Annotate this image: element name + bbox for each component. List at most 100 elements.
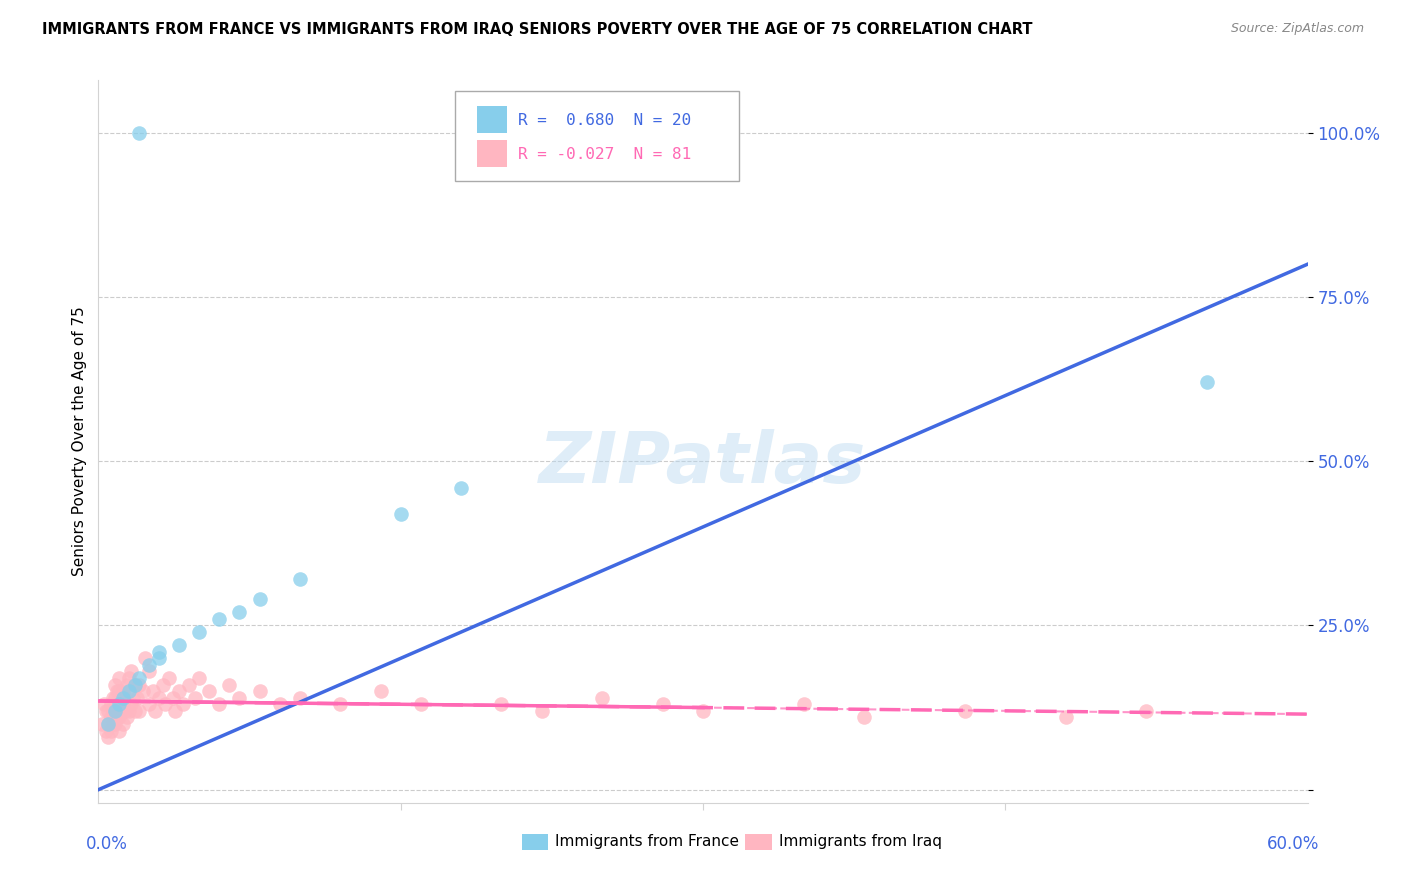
Bar [745,834,772,850]
Point [96,704,118,718]
Point [107,671,129,685]
Point [110,690,132,705]
Point [157,671,180,685]
Point [188,671,211,685]
Point [208,612,231,626]
Point [105,710,128,724]
Point [389,507,412,521]
Point [218,677,240,691]
Point [1054,710,1077,724]
Point [103,690,125,705]
Point [114,690,136,705]
Point [103,717,125,731]
Point [107,684,129,698]
Bar [522,834,548,850]
Point [208,698,231,712]
Text: Immigrants from France: Immigrants from France [555,834,740,849]
Text: ZIPatlas: ZIPatlas [540,429,866,498]
Point [138,665,160,679]
Point [118,704,141,718]
Point [110,704,132,718]
Y-axis label: Seniors Poverty Over the Age of 75: Seniors Poverty Over the Age of 75 [72,307,87,576]
Text: Source: ZipAtlas.com: Source: ZipAtlas.com [1230,22,1364,36]
Point [138,657,160,672]
Point [128,671,150,685]
Point [329,698,352,712]
Point [370,684,392,698]
Point [115,710,138,724]
Point [163,704,186,718]
Point [100,710,122,724]
Point [97,704,120,718]
Point [103,704,125,718]
Point [188,625,211,640]
Point [134,651,156,665]
Point [228,605,250,619]
Point [288,573,311,587]
Point [162,690,184,705]
Text: R =  0.680  N = 20: R = 0.680 N = 20 [517,112,692,128]
Point [269,698,291,712]
Point [105,698,128,712]
Point [114,704,136,718]
Point [148,690,170,705]
Bar [477,139,508,167]
Point [228,690,250,705]
Point [1195,376,1218,390]
Point [125,690,148,705]
Point [591,690,613,705]
Point [115,677,138,691]
Point [1135,704,1157,718]
Point [111,690,134,705]
Point [91,717,114,731]
Point [167,638,190,652]
Point [143,704,166,718]
Point [128,126,150,140]
Point [97,717,120,731]
Point [288,690,311,705]
Point [111,684,134,698]
Point [651,698,673,712]
Point [148,645,170,659]
Point [198,684,221,698]
Bar [477,105,508,133]
Point [793,698,815,712]
Point [107,698,129,712]
Point [120,698,142,712]
Text: IMMIGRANTS FROM FRANCE VS IMMIGRANTS FROM IRAQ SENIORS POVERTY OVER THE AGE OF 7: IMMIGRANTS FROM FRANCE VS IMMIGRANTS FRO… [42,22,1032,37]
Point [100,698,122,712]
Point [692,704,714,718]
Point [530,704,553,718]
Point [167,684,190,698]
Point [101,704,124,718]
Point [111,717,134,731]
Point [491,698,513,712]
Point [97,730,120,744]
Point [409,698,432,712]
Point [128,704,150,718]
Point [148,651,170,665]
Point [249,684,271,698]
Text: Immigrants from Iraq: Immigrants from Iraq [779,834,942,849]
Point [111,698,134,712]
Point [152,677,174,691]
Point [101,717,124,731]
Point [100,723,122,738]
Point [120,665,142,679]
Point [121,690,143,705]
Point [124,704,146,718]
Text: 60.0%: 60.0% [1267,835,1320,854]
Point [249,592,271,607]
Point [184,690,207,705]
Point [105,684,128,698]
Point [124,677,146,691]
FancyBboxPatch shape [456,91,740,181]
Point [93,698,115,712]
Point [138,698,160,712]
Point [101,690,124,705]
Point [97,717,120,731]
Point [118,684,141,698]
Point [153,698,176,712]
Point [132,684,155,698]
Point [450,481,472,495]
